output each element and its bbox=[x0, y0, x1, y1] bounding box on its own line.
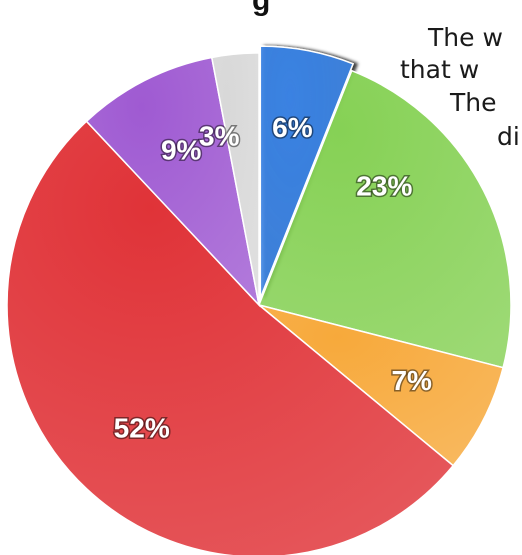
description-line-2: that w bbox=[400, 55, 480, 84]
pie-slice-7-percent bbox=[258, 304, 504, 467]
pie-label-7-percent: 7% bbox=[391, 365, 432, 396]
pie-label-52-percent: 52% bbox=[114, 412, 170, 443]
pie-label-3-percent: 3% bbox=[199, 121, 240, 152]
pie-slice-52-percent bbox=[6, 120, 455, 555]
pie-label-23-percent: 23% bbox=[356, 171, 412, 202]
pie-slice-3-percent bbox=[210, 52, 260, 306]
chart-title-fragment: g bbox=[252, 0, 271, 17]
pie-label-6-percent: 6% bbox=[272, 112, 313, 143]
description-line-4: di bbox=[497, 122, 520, 151]
pie-slice-23-percent bbox=[257, 69, 512, 369]
pie-slice-6-percent bbox=[259, 45, 355, 299]
pie-slice-9-percent bbox=[85, 56, 261, 308]
description-line-3: The bbox=[450, 88, 497, 117]
pie-label-9-percent: 9% bbox=[161, 135, 202, 166]
description-line-1: The w bbox=[428, 23, 503, 52]
